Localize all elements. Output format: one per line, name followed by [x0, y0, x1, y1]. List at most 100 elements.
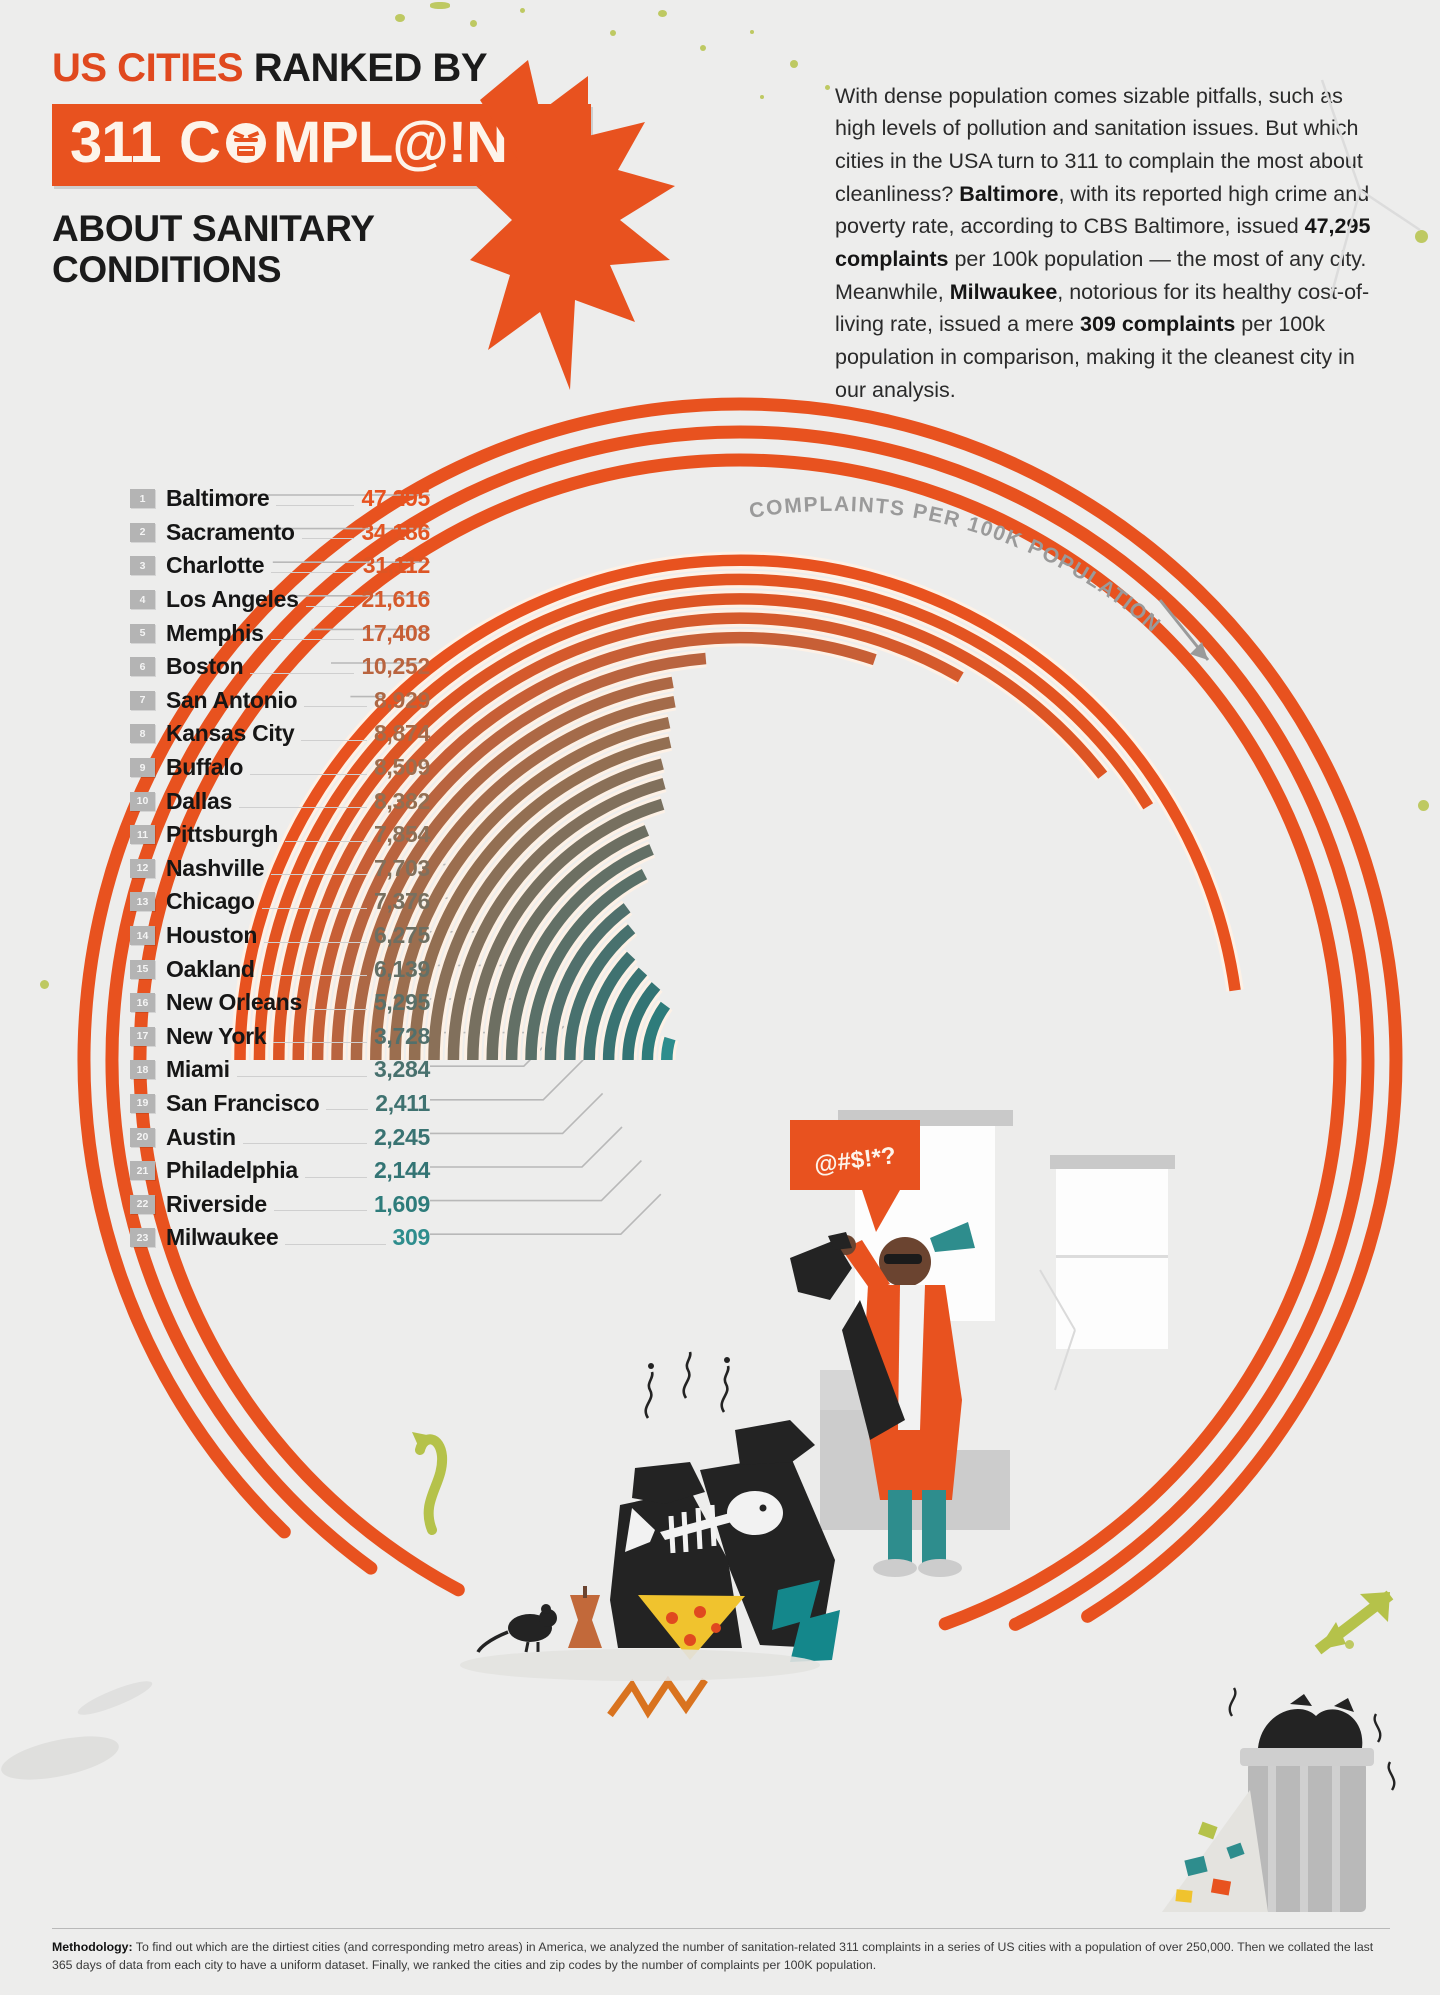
leader-dots: [238, 794, 367, 809]
rank-badge: 12: [130, 858, 155, 878]
rank-badge: 20: [130, 1127, 155, 1147]
arc-halo: [483, 822, 651, 1061]
leader-dots: [273, 1197, 367, 1212]
rank-badge: 5: [130, 623, 155, 643]
arc-bar-philadelphia[interactable]: [622, 982, 661, 1061]
arc-bar-san-francisco[interactable]: [583, 951, 636, 1061]
label-arrow-icon: [1158, 599, 1210, 661]
leader-dots: [270, 626, 355, 641]
arc-halo: [599, 965, 650, 1061]
table-row[interactable]: 3 Charlotte 31,112: [130, 549, 430, 583]
arc-halo: [405, 733, 672, 1061]
leader-dots: [242, 1130, 367, 1145]
arc-bar-miami[interactable]: [564, 924, 636, 1061]
green-speck: [1415, 230, 1428, 243]
table-row[interactable]: 18 Miami 3,284: [130, 1053, 430, 1087]
table-row[interactable]: 14 Houston 6,275: [130, 919, 430, 953]
arc-bar-chicago[interactable]: [467, 798, 665, 1061]
leader-dots: [276, 492, 355, 506]
table-row[interactable]: 22 Riverside 1,609: [130, 1187, 430, 1221]
speech-bubble: @#$!*?: [790, 1120, 920, 1232]
leader-dots: [261, 962, 367, 977]
city-name: Buffalo: [166, 754, 244, 781]
arc-bar-new-york[interactable]: [544, 903, 631, 1061]
rank-badge: 19: [130, 1093, 155, 1113]
table-row[interactable]: 2 Sacramento 34,186: [130, 516, 430, 550]
city-name: Dallas: [166, 787, 232, 814]
arc-bar-pittsburgh[interactable]: [428, 758, 664, 1061]
city-value: 8,382: [373, 787, 430, 814]
arc-bar-oakland[interactable]: [505, 844, 654, 1061]
city-value: 17,408: [361, 619, 430, 646]
table-row[interactable]: 9 Buffalo 8,509: [130, 751, 430, 785]
chart-axis-label: COMPLAINTS PER 100K POPULATION: [748, 493, 1166, 637]
footer-divider: [52, 1928, 1390, 1929]
table-row[interactable]: 17 New York 3,728: [130, 1020, 430, 1054]
rank-badge: 1: [130, 489, 155, 509]
table-row[interactable]: 4 Los Angeles 21,616: [130, 583, 430, 617]
city-name: Pittsburgh: [166, 821, 278, 848]
trash-pile: [460, 1351, 840, 1719]
intro-bold-baltimore: Baltimore: [959, 181, 1059, 206]
arc-bar-nashville[interactable]: [447, 778, 666, 1061]
city-name: Chicago: [166, 888, 255, 915]
pizza-slice-icon: [638, 1595, 745, 1660]
city-value: 309: [392, 1224, 431, 1251]
green-speck: [470, 20, 477, 27]
leader-dots: [271, 861, 367, 876]
rank-badge: 23: [130, 1228, 155, 1248]
starburst-shape: [470, 60, 675, 390]
city-value: 8,874: [373, 720, 430, 747]
table-row[interactable]: 8 Kansas City 8,874: [130, 717, 430, 751]
fish-bones-icon: [625, 1491, 783, 1554]
arc-halo: [658, 1036, 679, 1061]
arc-bar-dallas[interactable]: [408, 736, 672, 1061]
gray-smudge: [0, 1727, 123, 1789]
green-speck: [700, 45, 706, 51]
table-row[interactable]: 20 Austin 2,245: [130, 1120, 430, 1154]
arc-bar-milwaukee[interactable]: [661, 1036, 676, 1061]
intro-text-3: per 100k population — the most of any ci…: [835, 246, 1367, 304]
table-row[interactable]: 11 Pittsburgh 7,854: [130, 818, 430, 852]
green-speck: [658, 10, 667, 17]
rank-badge: 8: [130, 724, 155, 744]
arc-bar-buffalo[interactable]: [389, 716, 671, 1061]
city-value: 21,616: [361, 586, 430, 613]
table-row[interactable]: 15 Oakland 6,139: [130, 952, 430, 986]
rank-badge: 21: [130, 1161, 155, 1181]
arc-halo: [444, 775, 667, 1061]
table-row[interactable]: 10 Dallas 8,382: [130, 784, 430, 818]
table-row[interactable]: 13 Chicago 7,376: [130, 885, 430, 919]
table-row[interactable]: 5 Memphis 17,408: [130, 616, 430, 650]
rank-badge: 7: [130, 690, 155, 710]
table-row[interactable]: 7 San Antonio 8,929: [130, 684, 430, 718]
table-row[interactable]: 23 Milwaukee 309: [130, 1221, 430, 1255]
green-speck: [520, 8, 525, 13]
arc-bar-riverside[interactable]: [641, 1001, 671, 1061]
table-row[interactable]: 19 San Francisco 2,411: [130, 1087, 430, 1121]
arc-bar-new-orleans[interactable]: [525, 868, 648, 1061]
table-row[interactable]: 12 Nashville 7,703: [130, 852, 430, 886]
arc-bar-houston[interactable]: [486, 825, 650, 1061]
ranking-list: 1 Baltimore 47,295 2 Sacramento 34,186 3 Charlo…: [130, 482, 430, 1255]
green-speck: [40, 980, 49, 989]
city-value: 47,295: [361, 485, 430, 512]
green-arrow-icon: [1314, 1590, 1394, 1655]
arc-bar-austin[interactable]: [602, 967, 648, 1061]
green-speck: [750, 30, 754, 34]
table-row[interactable]: 6 Boston 10,252: [130, 650, 430, 684]
table-row[interactable]: 1 Baltimore 47,295: [130, 482, 430, 516]
table-row[interactable]: 16 New Orleans 5,295: [130, 986, 430, 1020]
city-value: 2,245: [373, 1123, 430, 1150]
leader-dots: [271, 559, 356, 573]
rank-badge: 4: [130, 590, 155, 610]
table-row[interactable]: 21 Philadelphia 2,144: [130, 1154, 430, 1188]
leader-dots: [261, 895, 367, 909]
intro-bold-milwaukee: Milwaukee: [949, 279, 1058, 304]
leader-dots: [285, 828, 367, 842]
city-value: 6,139: [373, 955, 430, 982]
gray-smudge: [74, 1675, 156, 1721]
rank-badge: 15: [130, 959, 155, 979]
title-word-c: C: [179, 110, 221, 175]
